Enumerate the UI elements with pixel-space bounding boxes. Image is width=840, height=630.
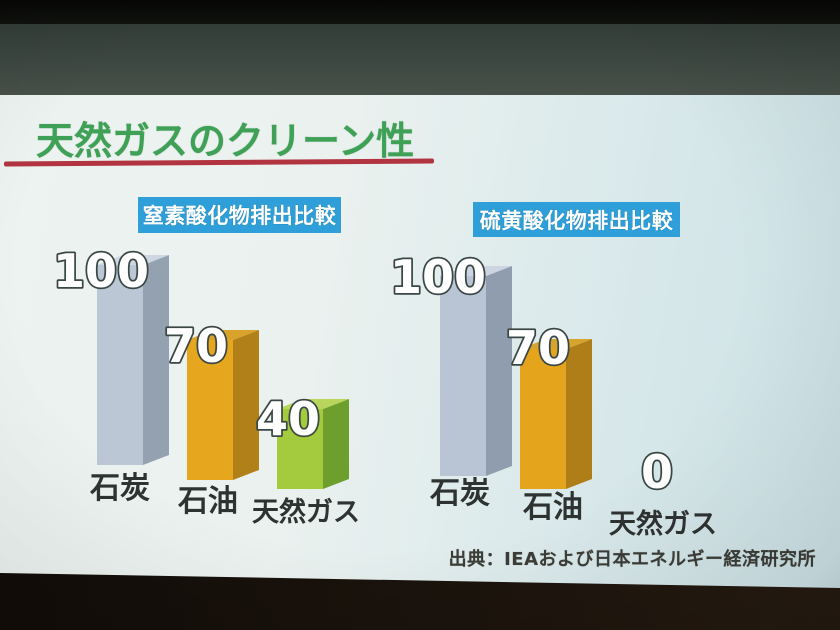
bar-natural-gas-side — [323, 399, 349, 489]
nox-emission-bar-chart: 100 石炭 70 石油 40 天然ガス — [51, 242, 360, 528]
bar-coal-top — [440, 266, 512, 276]
category-label-natural-gas: 天然ガス — [252, 496, 360, 528]
value-label-natural-gas: 40 — [256, 392, 320, 446]
bar-coal-front — [440, 276, 486, 476]
projection-screen-top-band — [0, 24, 840, 95]
sox-emission-bar-chart: 100 石炭 70 石油 0 天然ガス — [388, 248, 717, 540]
category-label-oil: 石油 — [522, 490, 583, 525]
bar-natural-gas-top — [277, 399, 349, 409]
value-label-natural-gas: 0 — [641, 445, 673, 499]
bar-oil-side — [233, 330, 259, 480]
source-citation: 出典：IEAおよび日本エネルギー経済研究所 — [448, 549, 816, 570]
bar-coal-top — [97, 255, 169, 265]
value-label-coal: 100 — [53, 244, 149, 298]
bar-oil-front — [520, 349, 566, 489]
category-label-oil: 石油 — [177, 484, 238, 519]
bar-coal-front — [97, 265, 143, 465]
value-label-coal: 100 — [390, 250, 486, 304]
bar-natural-gas-front — [277, 409, 323, 489]
category-label-coal: 石炭 — [89, 471, 150, 506]
room-dark-top — [0, 0, 840, 24]
bar-coal-side — [143, 255, 169, 465]
chart-header-sox: 硫黄酸化物排出比較 — [473, 202, 680, 237]
chart-header-nox: 窒素酸化物排出比較 — [138, 197, 341, 233]
slide-title: 天然ガスのクリーン性 — [36, 119, 415, 163]
bar-oil-top — [520, 339, 592, 349]
bar-oil-top — [187, 330, 259, 340]
bar-oil-side — [566, 339, 592, 489]
bar-oil-front — [187, 340, 233, 480]
slide: 天然ガスのクリーン性 窒素酸化物排出比較 硫黄酸化物排出比較 100 石炭 70 石油… — [0, 95, 840, 630]
value-label-oil: 70 — [164, 319, 228, 373]
category-label-coal: 石炭 — [429, 476, 490, 511]
value-label-oil: 70 — [506, 321, 570, 375]
category-label-natural-gas: 天然ガス — [609, 508, 717, 540]
bar-coal-side — [486, 266, 512, 476]
